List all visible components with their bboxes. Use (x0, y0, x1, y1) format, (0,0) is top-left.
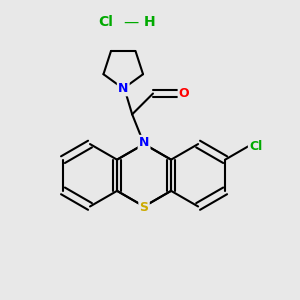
Text: H: H (144, 15, 156, 29)
Text: O: O (179, 87, 190, 100)
Text: Cl: Cl (249, 140, 262, 153)
Text: —: — (123, 15, 138, 30)
Text: N: N (139, 136, 149, 149)
Text: Cl: Cl (98, 15, 113, 29)
Text: N: N (118, 82, 128, 95)
Text: S: S (140, 202, 148, 214)
